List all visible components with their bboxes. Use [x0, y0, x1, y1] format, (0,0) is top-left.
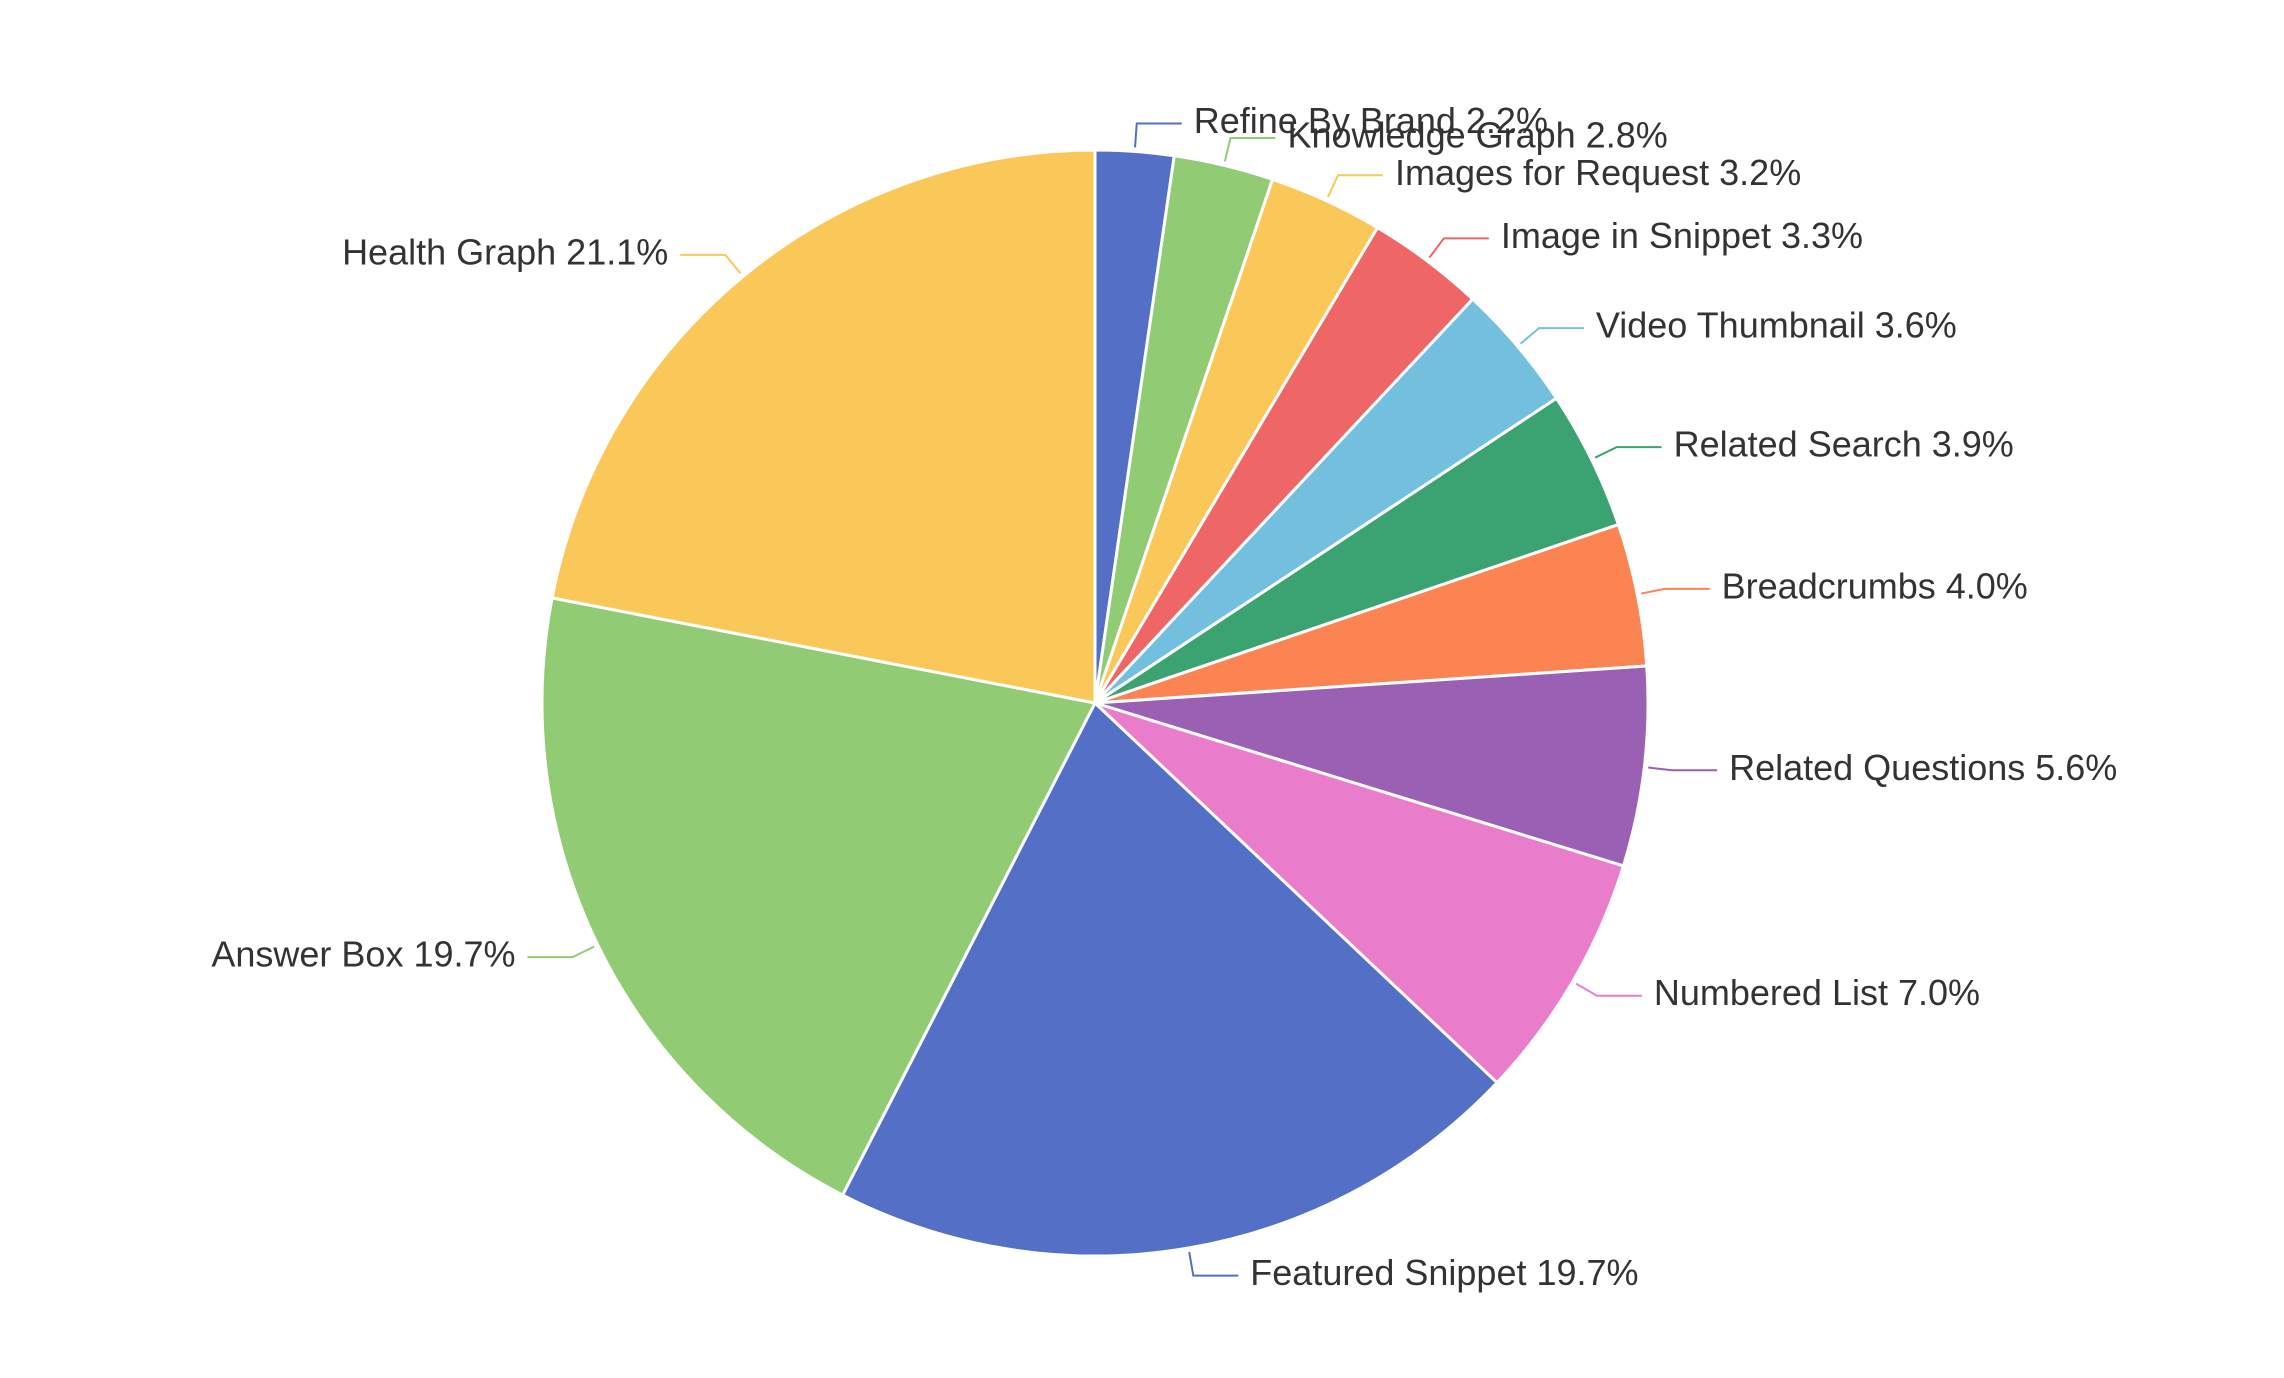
slice-label-related-search: Related Search 3.9% [1674, 424, 2014, 465]
slice-label-refine-by-brand: Refine By Brand 2.2% [1194, 100, 1548, 141]
leader-line-images-for-request [1327, 174, 1383, 198]
slice-label-featured-snippet: Featured Snippet 19.7% [1250, 1252, 1638, 1293]
slice-label-answer-box: Answer Box 19.7% [211, 934, 515, 975]
slice-label-video-thumbnail: Video Thumbnail 3.6% [1596, 305, 1957, 346]
leader-line-refine-by-brand [1134, 122, 1182, 148]
pie-slice-related-questions[interactable] [1093, 664, 1650, 868]
leader-line-video-thumbnail [1519, 327, 1584, 345]
slice-label-numbered-list: Numbered List 7.0% [1654, 972, 1980, 1013]
leader-line-knowledge-graph [1223, 137, 1276, 162]
slice-label-health-graph: Health Graph 21.1% [342, 231, 668, 272]
leader-lines-layer [527, 122, 1718, 1277]
leader-line-related-questions [1648, 766, 1718, 772]
leader-line-numbered-list [1575, 982, 1642, 997]
pie-slice-numbered-list[interactable] [1093, 701, 1625, 1085]
pie-slice-answer-box[interactable] [540, 596, 1097, 1197]
leader-line-image-in-snippet [1428, 237, 1489, 259]
slice-label-knowledge-graph: Knowledge Graph 2.8% [1287, 115, 1667, 156]
leader-line-health-graph [680, 253, 742, 274]
slices-layer [540, 148, 1650, 1258]
pie-slice-featured-snippet[interactable] [841, 701, 1499, 1258]
slice-label-breadcrumbs: Breadcrumbs 4.0% [1722, 565, 2028, 606]
pie-slice-health-graph[interactable] [550, 148, 1097, 705]
slice-label-related-questions: Related Questions 5.6% [1729, 747, 2117, 788]
leader-line-related-search [1594, 446, 1662, 459]
labels-layer: Refine By Brand 2.2%Knowledge Graph 2.8%… [211, 100, 2117, 1293]
leader-line-answer-box [527, 945, 595, 959]
leader-line-featured-snippet [1188, 1251, 1239, 1277]
slice-label-images-for-request: Images for Request 3.2% [1395, 152, 1801, 193]
leader-line-breadcrumbs [1640, 587, 1710, 595]
slice-label-image-in-snippet: Image in Snippet 3.3% [1501, 215, 1863, 256]
